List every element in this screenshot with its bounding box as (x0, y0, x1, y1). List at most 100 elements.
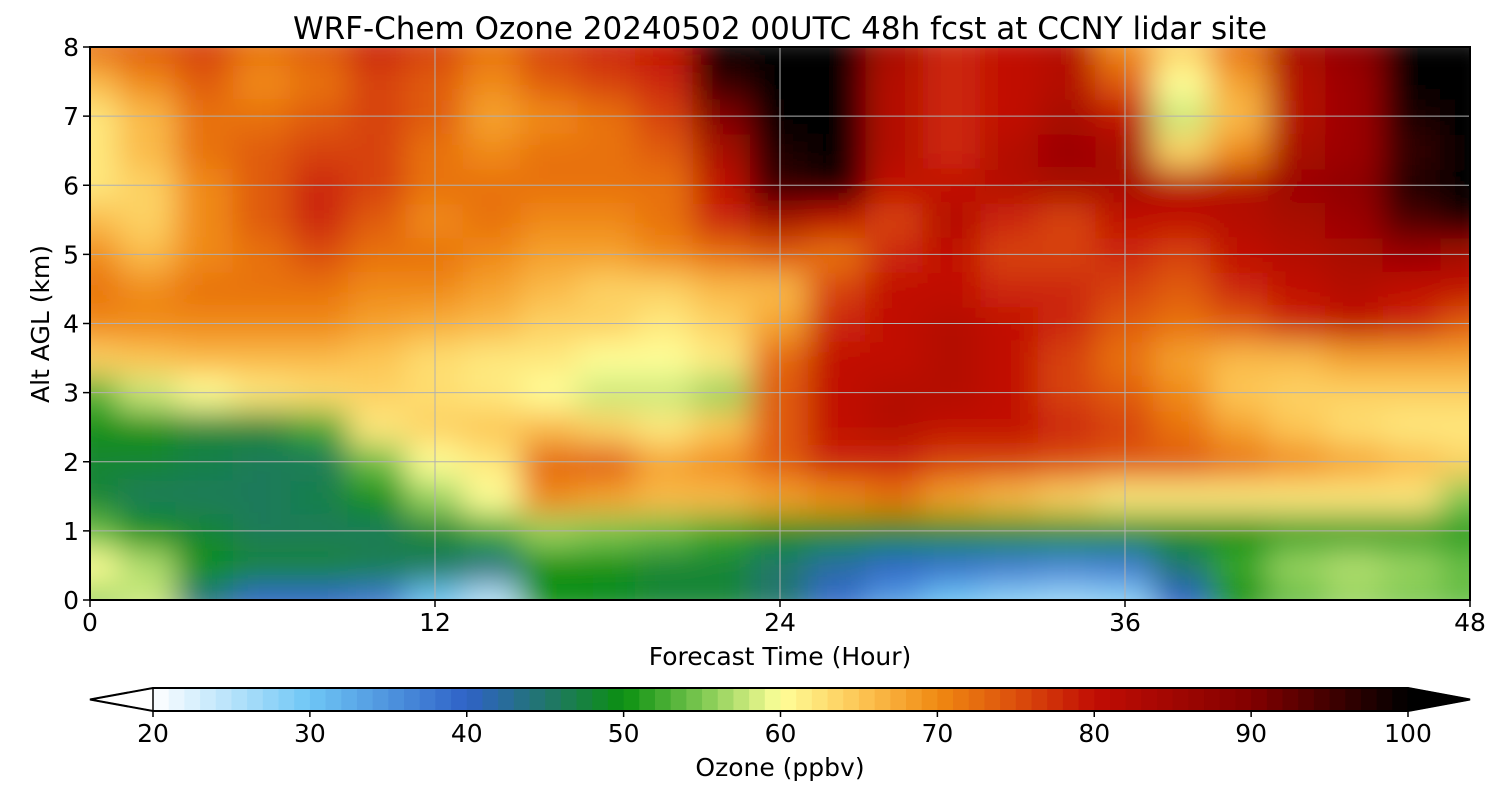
ozone-cell (290, 47, 350, 66)
y-tick-label: 8 (63, 33, 79, 62)
ozone-cell (520, 408, 580, 446)
ozone-cell (347, 47, 408, 66)
ozone-cell (175, 63, 235, 100)
ozone-cell (117, 63, 178, 100)
ozone-cell (1267, 63, 1328, 100)
ozone-cell (577, 63, 638, 100)
ozone-cell (462, 132, 523, 169)
y-tick-label: 1 (63, 517, 79, 546)
colorbar-band (1141, 688, 1158, 711)
y-tick-label: 4 (63, 310, 79, 339)
colorbar-band (419, 688, 436, 711)
ozone-cell (1037, 547, 1098, 584)
ozone-cell (1267, 132, 1328, 169)
ozone-cell (520, 581, 580, 600)
ozone-cell (462, 63, 523, 100)
ozone-cell (520, 339, 580, 377)
ozone-cell (807, 478, 868, 515)
colorbar-band (309, 688, 327, 711)
y-tick-label: 7 (63, 102, 79, 131)
colorbar-band (560, 688, 578, 711)
ozone-cell (1325, 201, 1385, 239)
ozone-cell (1325, 547, 1385, 584)
y-tick-label: 3 (63, 379, 79, 408)
colorbar-band (262, 688, 280, 711)
ozone-cell (865, 132, 925, 169)
grid-lines (90, 47, 1470, 600)
ozone-cell (347, 408, 408, 446)
ozone-cell (1037, 132, 1098, 169)
ozone-cell (1210, 478, 1270, 515)
ozone-cell (90, 201, 120, 239)
ozone-cell (635, 547, 695, 584)
y-tick-label: 2 (63, 448, 79, 477)
ozone-cell (1210, 201, 1270, 239)
colorbar-band (1392, 688, 1409, 711)
ozone-cell (577, 47, 638, 66)
colorbar-band (607, 688, 625, 711)
ozone-cell (117, 201, 178, 239)
ozone-cell (865, 478, 925, 515)
colorbar-band (953, 688, 970, 711)
ozone-cell (462, 270, 523, 308)
ozone-cell (1152, 547, 1213, 584)
colorbar-band (937, 688, 954, 711)
ozone-cell (175, 408, 235, 446)
ozone-cell (347, 478, 408, 515)
ozone-cell (90, 270, 120, 308)
ozone-cell (232, 201, 293, 239)
ozone-cell (922, 47, 983, 66)
colorbar-band (717, 688, 735, 711)
colorbar-band (231, 688, 248, 711)
ozone-cell (1440, 478, 1470, 515)
ozone-cell (1325, 408, 1385, 446)
ozone-cell (90, 408, 120, 446)
colorbar-band (780, 688, 797, 711)
ozone-cell (1152, 47, 1213, 66)
y-tick-label: 6 (63, 171, 79, 200)
ozone-cell (1152, 408, 1213, 446)
ozone-cell (1152, 132, 1213, 169)
ozone-cell (865, 581, 925, 600)
ozone-cell (462, 408, 523, 446)
ozone-cell (1267, 270, 1328, 308)
ozone-cell (175, 270, 235, 308)
ozone-cell (1037, 478, 1098, 515)
ozone-cell (1152, 201, 1213, 239)
colorbar-band (1031, 688, 1048, 711)
colorbar-band (623, 688, 640, 711)
colorbar-tick-label: 70 (921, 719, 953, 748)
y-axis: 0 1 2 3 4 5 6 7 8 (63, 33, 90, 615)
colorbar-extend-high (1407, 687, 1471, 712)
ozone-cell (922, 63, 983, 100)
ozone-cell (1037, 63, 1098, 100)
x-tick-label: 0 (82, 608, 98, 637)
colorbar-band (843, 688, 860, 711)
ozone-cell (1440, 581, 1470, 600)
ozone-cell (117, 270, 178, 308)
ozone-cell (520, 132, 580, 169)
ozone-cell (635, 63, 695, 100)
colorbar-extend-low (89, 687, 154, 712)
ozone-cell (462, 339, 523, 377)
colorbar-band (1266, 688, 1284, 711)
ozone-cell (980, 339, 1040, 377)
colorbar-band (686, 688, 703, 711)
ozone-cell (232, 547, 293, 584)
ozone-cell (922, 581, 983, 600)
ozone-cell (692, 408, 753, 446)
colorbar-band (1000, 688, 1017, 711)
colorbar-band (639, 688, 656, 711)
ozone-cell (232, 63, 293, 100)
ozone-cell (175, 478, 235, 515)
ozone-cell (692, 201, 753, 239)
ozone-cell (1382, 478, 1443, 515)
ozone-cell (232, 408, 293, 446)
ozone-cell (290, 132, 350, 169)
ozone-cell (232, 47, 293, 66)
colorbar-band (1172, 688, 1189, 711)
colorbar-band (576, 688, 593, 711)
ozone-cell (347, 201, 408, 239)
colorbar-band (1298, 688, 1315, 711)
colorbar-band (498, 688, 515, 711)
